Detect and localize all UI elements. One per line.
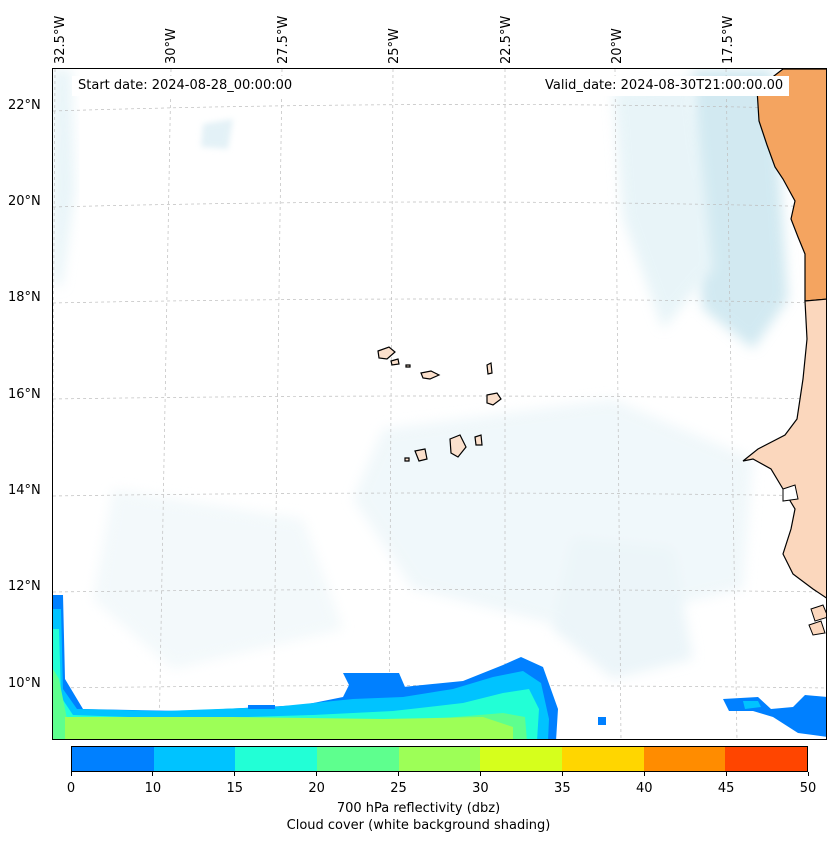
colorbar-label-line1: 700 hPa reflectivity (dbz) <box>336 801 501 816</box>
lat-label-20n: 20°N <box>8 194 41 209</box>
colorbar-segment-6 <box>562 747 644 771</box>
lon-label-17-5w: 17.5°W <box>721 15 736 64</box>
map-panel <box>52 68 827 740</box>
cape-verde-islands <box>377 346 502 462</box>
graticule <box>53 69 826 739</box>
colorbar-tickmark <box>316 772 318 776</box>
colorbar-segment-3 <box>317 747 399 771</box>
colorbar-tickmark <box>398 772 400 776</box>
colorbar-tick-label: 20 <box>308 781 325 796</box>
start-date-label: Start date: 2024-08-28_00:00:00 <box>72 76 299 96</box>
lon-label-22-5w: 22.5°W <box>499 15 514 64</box>
cloud-cover-shading <box>53 69 788 679</box>
colorbar-tickmark <box>479 772 481 776</box>
colorbar-label-line2: Cloud cover (white background shading) <box>286 818 551 833</box>
lon-label-25w: 25°W <box>387 28 402 64</box>
colorbar-tickmark <box>234 772 236 776</box>
colorbar-tick-label: 35 <box>554 781 571 796</box>
colorbar-tickmark <box>725 772 727 776</box>
lon-label-20w: 20°W <box>610 28 625 64</box>
colorbar-tickmark <box>561 772 563 776</box>
lat-label-10n: 10°N <box>8 676 41 691</box>
lat-label-14n: 14°N <box>8 483 41 498</box>
colorbar-tickmark <box>807 772 809 776</box>
colorbar-segment-0 <box>72 747 154 771</box>
lon-label-30w: 30°W <box>164 28 179 64</box>
lat-label-12n: 12°N <box>8 579 41 594</box>
colorbar-segment-4 <box>398 747 481 771</box>
colorbar-tick-label: 0 <box>66 781 76 796</box>
africa-coastline <box>742 69 826 636</box>
lon-label-27-5w: 27.5°W <box>276 15 291 64</box>
valid-date-label: Valid_date: 2024-08-30T21:00:00.00 <box>539 76 790 96</box>
reflectivity-field <box>53 595 826 739</box>
colorbar-segment-2 <box>235 747 318 771</box>
colorbar-tickmark <box>70 772 72 776</box>
colorbar-tickmark <box>152 772 154 776</box>
colorbar-segment-5 <box>480 747 563 771</box>
colorbar-tick-label: 30 <box>472 781 489 796</box>
colorbar-segment-7 <box>643 747 726 771</box>
map-canvas <box>53 69 826 739</box>
colorbar <box>71 746 808 772</box>
colorbar-tickmark <box>643 772 645 776</box>
colorbar-segment-8 <box>725 747 808 771</box>
colorbar-tick-label: 40 <box>635 781 653 796</box>
colorbar-tick-label: 10 <box>144 781 162 796</box>
colorbar-tick-label: 50 <box>799 781 817 796</box>
colorbar-tick-label: 15 <box>226 781 244 796</box>
lat-label-18n: 18°N <box>8 290 41 305</box>
colorbar-segment-1 <box>153 747 236 771</box>
lat-label-16n: 16°N <box>8 387 41 402</box>
colorbar-tick-label: 45 <box>717 781 735 796</box>
lat-label-22n: 22°N <box>8 98 41 113</box>
colorbar-tick-label: 25 <box>390 781 407 796</box>
lon-label-32-5w: 32.5°W <box>53 15 68 64</box>
